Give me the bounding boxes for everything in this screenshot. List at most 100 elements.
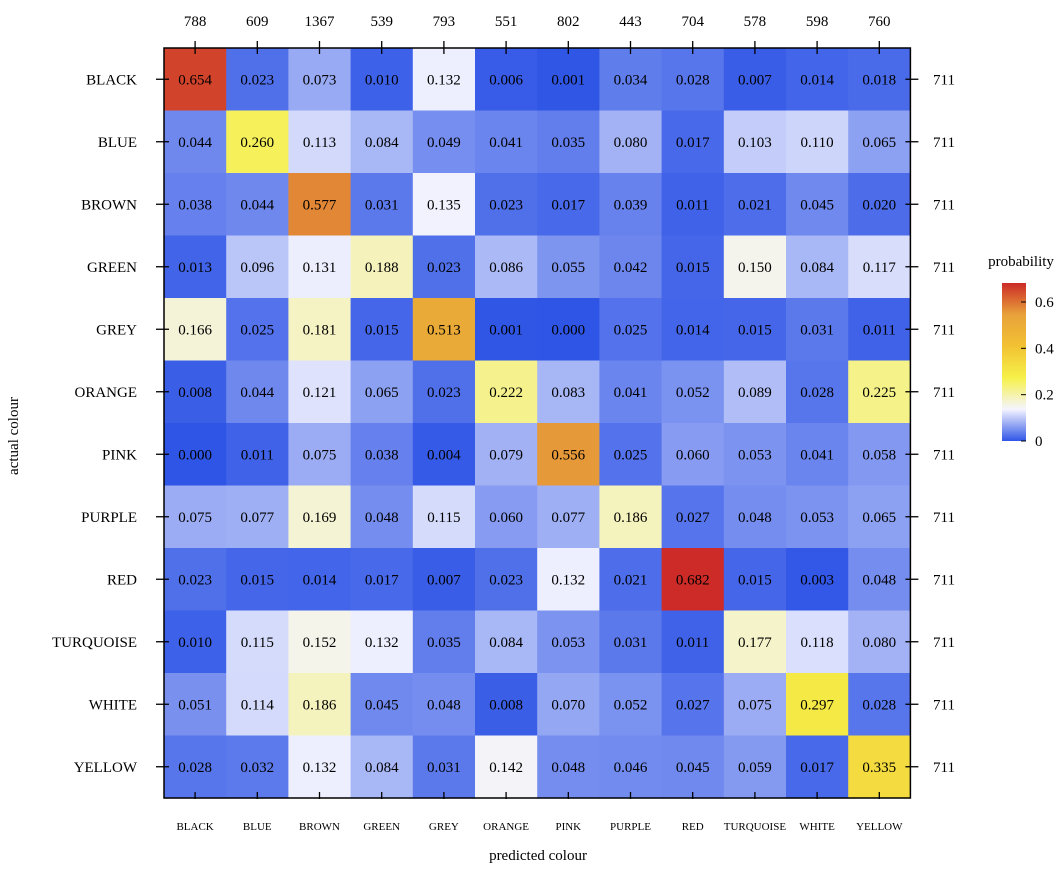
row-total-label: 711 [933, 760, 955, 776]
heatmap-cell [164, 423, 227, 487]
heatmap-cell [661, 548, 725, 612]
column-total-label: 704 [681, 14, 704, 30]
heatmap-cell [475, 673, 538, 737]
cell-value-label: 0.044 [178, 135, 212, 151]
x-tick-label: GREY [429, 821, 459, 833]
y-tick-label: BLUE [98, 135, 137, 151]
cell-value-label: 0.059 [738, 760, 772, 776]
column-total-label: 551 [495, 14, 518, 30]
heatmap-cell [412, 485, 476, 549]
heatmap-cell [288, 173, 352, 237]
heatmap-cell [288, 548, 352, 612]
cell-value-label: 0.044 [240, 385, 274, 401]
cell-value-label: 0.080 [862, 635, 896, 651]
cell-value-label: 0.132 [303, 760, 337, 776]
heatmap-cell [786, 298, 849, 362]
cell-value-label: 0.075 [303, 447, 337, 463]
y-tick-label: PURPLE [81, 510, 137, 526]
heatmap-cell [661, 48, 725, 112]
cell-value-label: 0.556 [551, 447, 585, 463]
cell-value-label: 0.166 [178, 322, 212, 338]
heatmap-cell [412, 298, 476, 362]
cell-value-label: 0.031 [614, 635, 648, 651]
cell-value-label: 0.152 [303, 635, 337, 651]
heatmap-cell [475, 423, 538, 487]
heatmap-cell [475, 360, 538, 424]
column-total-label: 760 [868, 14, 891, 30]
cell-value-label: 0.132 [551, 572, 585, 588]
heatmap-cell [599, 48, 663, 112]
heatmap-cell [723, 110, 787, 174]
cell-value-label: 0.014 [800, 72, 834, 88]
heatmap-cell [164, 610, 227, 674]
heatmap-cell [723, 48, 787, 112]
heatmap-cell [723, 423, 787, 487]
column-total-label: 802 [557, 14, 580, 30]
cell-value-label: 0.048 [738, 510, 772, 526]
cell-value-label: 0.023 [427, 260, 461, 276]
cell-value-label: 0.115 [241, 635, 274, 651]
column-total-label: 598 [806, 14, 829, 30]
heatmap-cell [350, 610, 414, 674]
x-tick-label: TURQUOISE [724, 821, 787, 833]
cell-value-label: 0.096 [240, 260, 274, 276]
heatmap-cell [226, 610, 289, 674]
cell-value-label: 0.031 [427, 760, 461, 776]
cell-value-label: 0.020 [862, 197, 896, 213]
cell-value-label: 0.084 [489, 635, 523, 651]
colorbar-gradient [1002, 283, 1026, 441]
cell-value-label: 0.084 [365, 760, 399, 776]
heatmap-cell [537, 48, 600, 112]
y-axis-title: actual colour [6, 397, 22, 475]
heatmap-cell [475, 48, 538, 112]
heatmap-cell [537, 173, 600, 237]
heatmap-cell [475, 235, 538, 299]
heatmap-cells: 0.654 0.023 0.073 0.010 0.132 0.006 0.001 0.034… [164, 48, 911, 799]
heatmap-cell [848, 485, 911, 549]
cell-value-label: 0.044 [240, 197, 274, 213]
cell-value-label: 0.053 [551, 635, 585, 651]
column-total-label: 443 [619, 14, 642, 30]
heatmap-cell [723, 548, 787, 612]
heatmap-cell [475, 110, 538, 174]
cell-value-label: 0.021 [738, 197, 772, 213]
cell-value-label: 0.015 [738, 322, 772, 338]
cell-value-label: 0.023 [240, 72, 274, 88]
heatmap-cell [786, 673, 849, 737]
cell-value-label: 0.045 [365, 697, 399, 713]
cell-value-label: 0.010 [365, 72, 399, 88]
x-tick-label: BLACK [176, 821, 213, 833]
heatmap-cell [848, 423, 911, 487]
cell-value-label: 0.034 [614, 72, 648, 88]
heatmap-cell [661, 610, 725, 674]
heatmap-cell [599, 673, 663, 737]
cell-value-label: 0.053 [738, 447, 772, 463]
cell-value-label: 0.060 [676, 447, 710, 463]
cell-value-label: 0.013 [178, 260, 212, 276]
cell-value-label: 0.513 [427, 322, 461, 338]
heatmap-cell [599, 235, 663, 299]
cell-value-label: 0.017 [676, 135, 710, 151]
cell-value-label: 0.080 [614, 135, 648, 151]
heatmap-cell [599, 298, 663, 362]
heatmap-cell [475, 610, 538, 674]
cell-value-label: 0.011 [676, 197, 709, 213]
heatmap-cell [412, 735, 476, 799]
column-total-label: 609 [246, 14, 269, 30]
heatmap-cell [350, 360, 414, 424]
cell-value-label: 0.014 [676, 322, 710, 338]
heatmap-cell [412, 360, 476, 424]
heatmap-cell [599, 173, 663, 237]
heatmap-cell [164, 235, 227, 299]
heatmap-cell [475, 548, 538, 612]
cell-value-label: 0.079 [489, 447, 523, 463]
heatmap-cell [350, 235, 414, 299]
cell-value-label: 0.048 [862, 572, 896, 588]
row-total-label: 711 [933, 322, 955, 338]
heatmap-cell [412, 548, 476, 612]
heatmap-cell [350, 548, 414, 612]
heatmap-cell [164, 48, 227, 112]
cell-value-label: 0.028 [800, 385, 834, 401]
heatmap-cell [786, 360, 849, 424]
cell-value-label: 0.017 [551, 197, 585, 213]
